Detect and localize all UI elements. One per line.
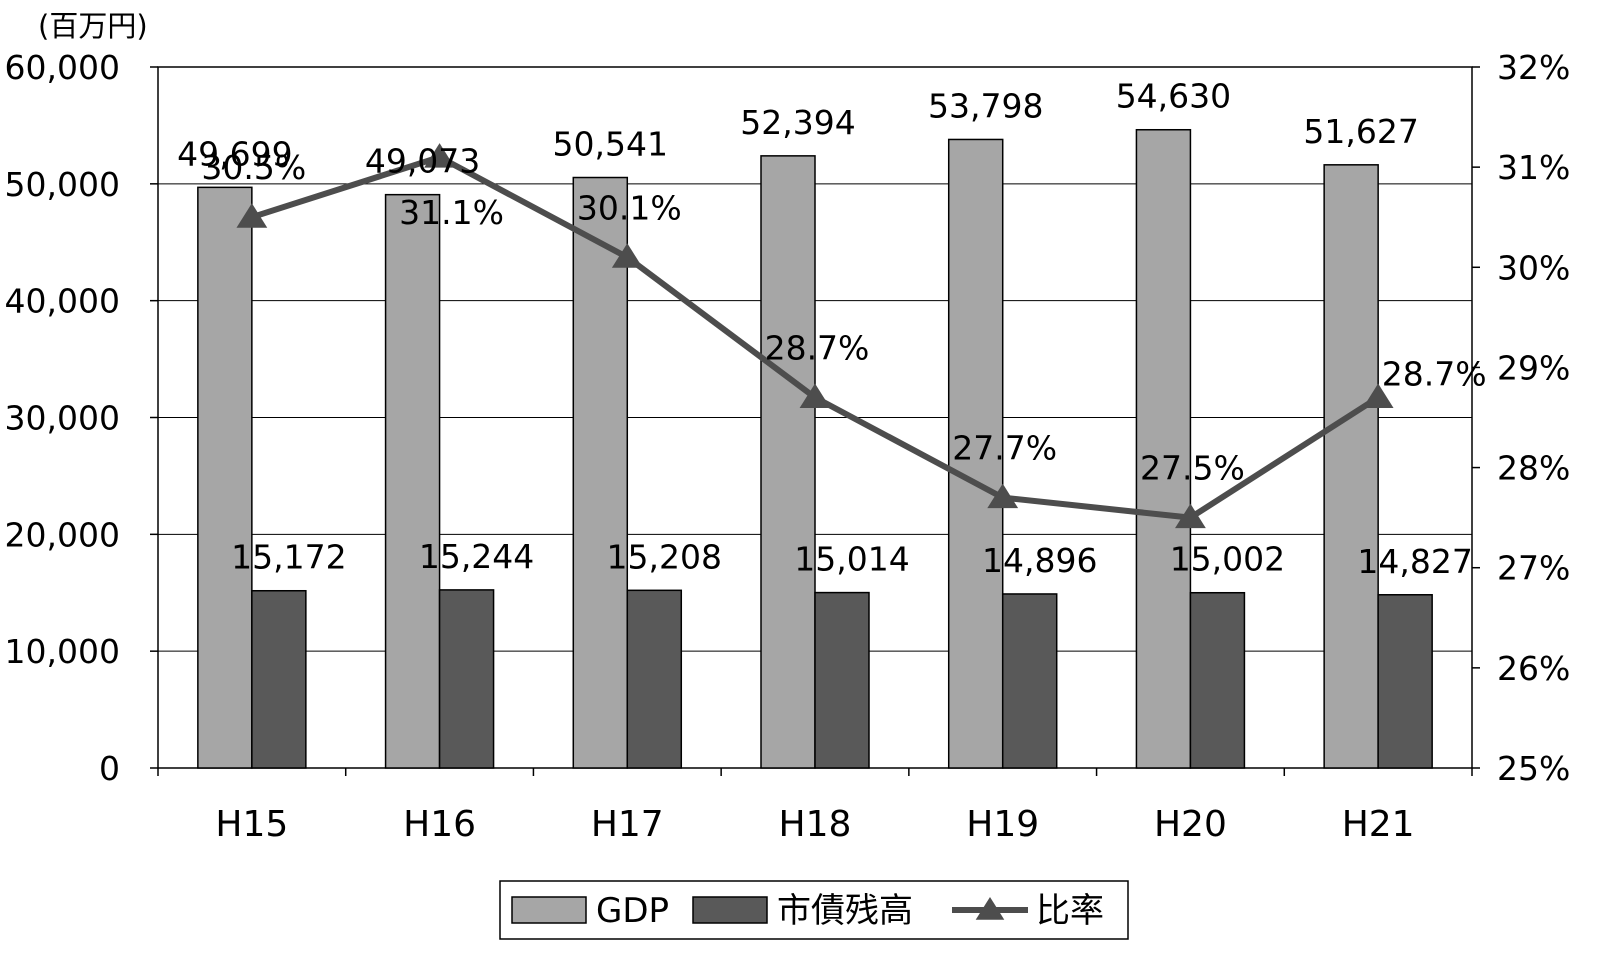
debt-data-label: 15,244 (419, 537, 534, 576)
debt-data-label: 14,827 (1357, 542, 1472, 581)
legend-marker-ratio (975, 897, 1005, 920)
right-axis-tick-label: 28% (1497, 449, 1570, 488)
ratio-point-marker (611, 243, 643, 268)
right-axis-tick-label: 32% (1497, 48, 1570, 87)
gdp-bar (197, 186, 253, 769)
ratio-point-marker (1175, 503, 1206, 529)
gdp-data-label: 51,627 (1303, 112, 1418, 151)
ratio-data-label: 30.1% (577, 188, 682, 227)
ratio-data-label: 27.7% (952, 429, 1057, 468)
debt-bar (438, 589, 495, 769)
right-axis-tick-label: 30% (1497, 248, 1570, 287)
left-axis-tick-label: 60,000 (5, 48, 120, 87)
ratio-point-marker (987, 483, 1019, 509)
data-labels: 49,699 15,172 49,073 15,244 50,541 15,208 52,3… (177, 77, 1486, 581)
ratio-point-marker (799, 383, 831, 408)
left-axis-tick-label: 40,000 (5, 282, 120, 321)
legend-label-debt: 市債残高 (777, 891, 913, 931)
gdp-bar (384, 193, 441, 769)
debt-bar (1377, 594, 1433, 769)
debt-bar (1189, 591, 1246, 769)
debt-data-label: 15,172 (231, 538, 346, 577)
right-axis-tick-label: 27% (1497, 549, 1570, 588)
ratio-data-label: 31.1% (399, 193, 504, 232)
gdp-data-label: 49,699 (177, 134, 292, 173)
x-axis-category-label: H15 (215, 804, 288, 845)
debt-data-label: 14,896 (982, 541, 1097, 580)
legend-swatch-gdp (511, 896, 587, 924)
x-axis-category-label: H16 (403, 804, 476, 845)
gdp-bar (1323, 164, 1379, 769)
ratio-data-label: 28.7% (1382, 354, 1487, 393)
gdp-data-label: 49,073 (365, 142, 480, 181)
debt-data-label: 15,014 (794, 540, 909, 579)
gdp-bar (1135, 128, 1192, 769)
left-axis-unit-label: (百万円) (38, 9, 148, 43)
ratio-data-label: 27.5% (1140, 449, 1245, 488)
gdp-data-label: 50,541 (553, 125, 668, 164)
right-axis-tick-label: 26% (1497, 649, 1570, 688)
gdp-bar (947, 138, 1004, 769)
gdp-bar (572, 176, 629, 769)
gdp-data-label: 53,798 (928, 86, 1043, 125)
gdp-data-label: 52,394 (740, 103, 855, 142)
debt-bar (1001, 593, 1058, 769)
legend: GDP 市債残高 比率 (499, 880, 1129, 940)
right-axis-tick-label: 29% (1497, 348, 1570, 387)
ratio-point-marker (1362, 383, 1394, 408)
legend-swatch-debt (692, 896, 768, 924)
legend-label-gdp: GDP (596, 891, 669, 931)
bars (197, 128, 1433, 769)
x-axis-category-label: H19 (966, 804, 1039, 845)
left-axis-tick-label: 0 (99, 749, 120, 788)
debt-data-label: 15,002 (1170, 540, 1285, 579)
gdp-bar (760, 155, 816, 769)
ratio-data-label: 28.7% (765, 328, 870, 367)
gdp-data-label: 54,630 (1116, 77, 1231, 116)
right-axis-tick-label: 25% (1497, 749, 1570, 788)
legend-label-ratio: 比率 (1036, 891, 1104, 931)
ratio-point-marker (424, 143, 455, 168)
x-axis-category-label: H20 (1154, 804, 1227, 845)
debt-data-label: 15,208 (607, 537, 722, 576)
x-axis-category-label: H18 (779, 804, 852, 845)
x-axis-category-label: H17 (591, 804, 664, 845)
left-axis-tick-label: 20,000 (5, 515, 120, 554)
debt-bar (814, 591, 870, 769)
left-axis-tick-label: 30,000 (5, 399, 120, 438)
ratio-point-marker (236, 203, 268, 228)
left-axis-tick-label: 10,000 (5, 632, 120, 671)
ratio-line (236, 143, 1394, 529)
debt-bar (251, 589, 307, 769)
debt-bar (626, 589, 683, 769)
axes: 0 10,000 20,000 30,000 40,000 50,000 60,000 25%… (5, 9, 1571, 845)
x-axis-category-label: H21 (1342, 804, 1415, 845)
ratio-data-label: 30.5% (201, 148, 306, 187)
left-axis-tick-label: 50,000 (5, 165, 120, 204)
right-axis-tick-label: 31% (1497, 148, 1570, 187)
